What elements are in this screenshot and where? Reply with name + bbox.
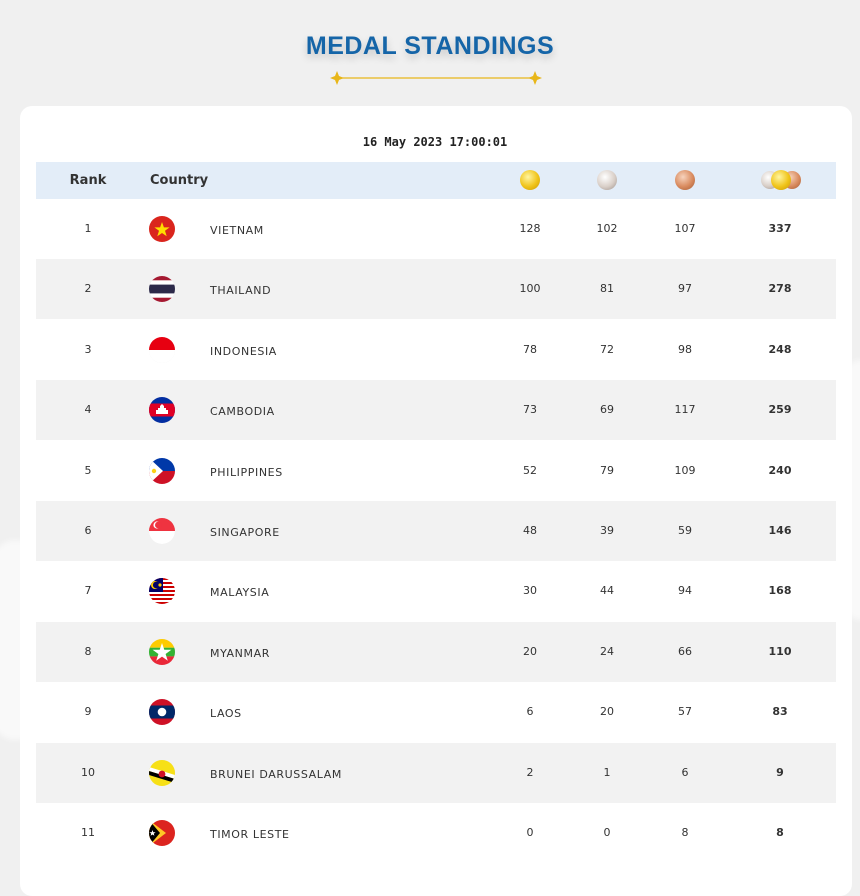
country-name[interactable]: BRUNEI DARUSSALAM bbox=[210, 767, 342, 781]
rank-cell: 10 bbox=[81, 765, 95, 779]
bronze-count: 66 bbox=[678, 644, 692, 658]
total-count: 240 bbox=[768, 463, 792, 477]
philippines-flag bbox=[149, 457, 175, 484]
indonesia-flag bbox=[149, 336, 175, 363]
country-name[interactable]: MALAYSIA bbox=[210, 586, 270, 600]
silver-count: 72 bbox=[600, 342, 614, 356]
table-row[interactable]: 3 INDONESIA 78 72 98 248 bbox=[36, 319, 836, 380]
rank-cell: 2 bbox=[84, 282, 92, 296]
bronze-count: 57 bbox=[678, 705, 692, 719]
total-count: 8 bbox=[776, 826, 784, 839]
total-count: 168 bbox=[768, 584, 792, 598]
singapore-flag bbox=[149, 518, 175, 544]
silver-count: 44 bbox=[600, 584, 614, 598]
bronze-count: 59 bbox=[678, 524, 692, 537]
table-row[interactable]: 10 BRUNEI DARUSSALAM 2 1 6 9 bbox=[36, 742, 836, 803]
country-name[interactable]: MYANMAR bbox=[210, 646, 270, 660]
country-column-header[interactable]: Country bbox=[150, 173, 209, 188]
rank-cell: 5 bbox=[84, 463, 92, 477]
rank-cell: 9 bbox=[84, 705, 92, 719]
title-divider bbox=[330, 71, 542, 85]
gold-count: 78 bbox=[523, 342, 537, 356]
gold-count: 0 bbox=[526, 826, 534, 839]
table-row[interactable]: 6 SINGAPORE 48 39 59 146 bbox=[36, 501, 836, 561]
silver-count: 102 bbox=[596, 222, 618, 235]
rank-cell: 4 bbox=[84, 403, 92, 417]
table-row[interactable]: 8 MYANMAR 20 24 66 110 bbox=[36, 621, 836, 682]
gold-count: 128 bbox=[519, 222, 541, 235]
silver-count: 79 bbox=[600, 463, 614, 477]
country-name[interactable]: LAOS bbox=[210, 707, 242, 721]
table-header: Rank Country bbox=[36, 162, 836, 199]
vietnam-flag bbox=[149, 216, 175, 242]
bronze-count: 97 bbox=[678, 282, 692, 296]
bronze-count: 8 bbox=[681, 826, 689, 839]
rank-cell: 8 bbox=[84, 644, 92, 658]
gold-count: 52 bbox=[523, 463, 537, 477]
page-title: MEDAL STANDINGS bbox=[305, 32, 555, 60]
rank-column-header[interactable]: Rank bbox=[69, 173, 107, 188]
thailand-flag bbox=[149, 276, 175, 303]
table-row[interactable]: 7 MALAYSIA 30 44 94 168 bbox=[36, 561, 836, 622]
brunei-flag bbox=[149, 759, 175, 786]
country-name[interactable]: PHILIPPINES bbox=[210, 465, 283, 479]
malaysia-flag bbox=[149, 578, 175, 605]
bronze-count: 109 bbox=[674, 463, 696, 477]
gold-count: 30 bbox=[523, 584, 537, 598]
rank-cell: 7 bbox=[84, 584, 92, 598]
table-row[interactable]: 9 LAOS 6 20 57 83 bbox=[36, 682, 836, 743]
silver-count: 24 bbox=[600, 644, 614, 658]
gold-count: 20 bbox=[523, 644, 537, 658]
total-count: 248 bbox=[768, 342, 792, 356]
silver-count: 0 bbox=[603, 826, 611, 839]
table-row[interactable]: 5 PHILIPPINES 52 79 109 240 bbox=[36, 440, 836, 501]
gold-count: 73 bbox=[523, 403, 537, 417]
total-count: 110 bbox=[768, 644, 792, 658]
silver-count: 20 bbox=[600, 705, 614, 719]
silver-count: 1 bbox=[603, 765, 611, 779]
last-updated-timestamp: 16 May 2023 17:00:01 bbox=[362, 135, 508, 149]
total-count: 259 bbox=[768, 403, 792, 417]
cambodia-flag bbox=[149, 397, 175, 424]
silver-count: 81 bbox=[600, 282, 614, 296]
bronze-count: 117 bbox=[674, 403, 696, 417]
rank-cell: 6 bbox=[84, 524, 92, 537]
laos-flag bbox=[149, 699, 175, 726]
rank-cell: 1 bbox=[84, 222, 92, 235]
total-count: 83 bbox=[772, 705, 788, 719]
gold-count: 48 bbox=[523, 524, 537, 537]
rank-cell: 11 bbox=[81, 826, 95, 839]
gold-medal-icon[interactable] bbox=[520, 170, 540, 190]
country-name[interactable]: THAILAND bbox=[210, 284, 272, 298]
bronze-medal-icon[interactable] bbox=[675, 170, 695, 190]
rank-cell: 3 bbox=[84, 342, 92, 356]
country-name[interactable]: VIETNAM bbox=[210, 224, 264, 237]
country-name[interactable]: CAMBODIA bbox=[210, 405, 275, 419]
timor-leste-flag bbox=[149, 820, 175, 846]
silver-medal-icon[interactable] bbox=[597, 170, 617, 190]
bronze-count: 107 bbox=[674, 222, 696, 235]
silver-count: 69 bbox=[600, 403, 614, 417]
bronze-count: 6 bbox=[681, 765, 689, 779]
total-count: 337 bbox=[768, 222, 792, 235]
table-row[interactable]: 4 CAMBODIA 73 69 117 259 bbox=[36, 380, 836, 441]
country-name[interactable]: SINGAPORE bbox=[210, 526, 280, 539]
gold-count: 100 bbox=[519, 282, 541, 296]
table-row[interactable]: 2 THAILAND 100 81 97 278 bbox=[36, 259, 836, 320]
gold-count: 2 bbox=[526, 765, 534, 779]
table-row[interactable]: 1 VIETNAM 128 102 107 337 bbox=[36, 199, 836, 259]
gold-count: 6 bbox=[526, 705, 534, 719]
bronze-count: 94 bbox=[678, 584, 692, 598]
country-name[interactable]: TIMOR LESTE bbox=[210, 828, 290, 841]
myanmar-flag bbox=[149, 638, 175, 665]
total-count: 146 bbox=[768, 524, 792, 537]
country-name[interactable]: INDONESIA bbox=[210, 344, 277, 358]
total-count: 9 bbox=[776, 765, 784, 779]
table-row[interactable]: 11 TIMOR LESTE 0 0 8 8 bbox=[36, 803, 836, 863]
silver-count: 39 bbox=[600, 524, 614, 537]
total-count: 278 bbox=[768, 282, 792, 296]
bronze-count: 98 bbox=[678, 342, 692, 356]
